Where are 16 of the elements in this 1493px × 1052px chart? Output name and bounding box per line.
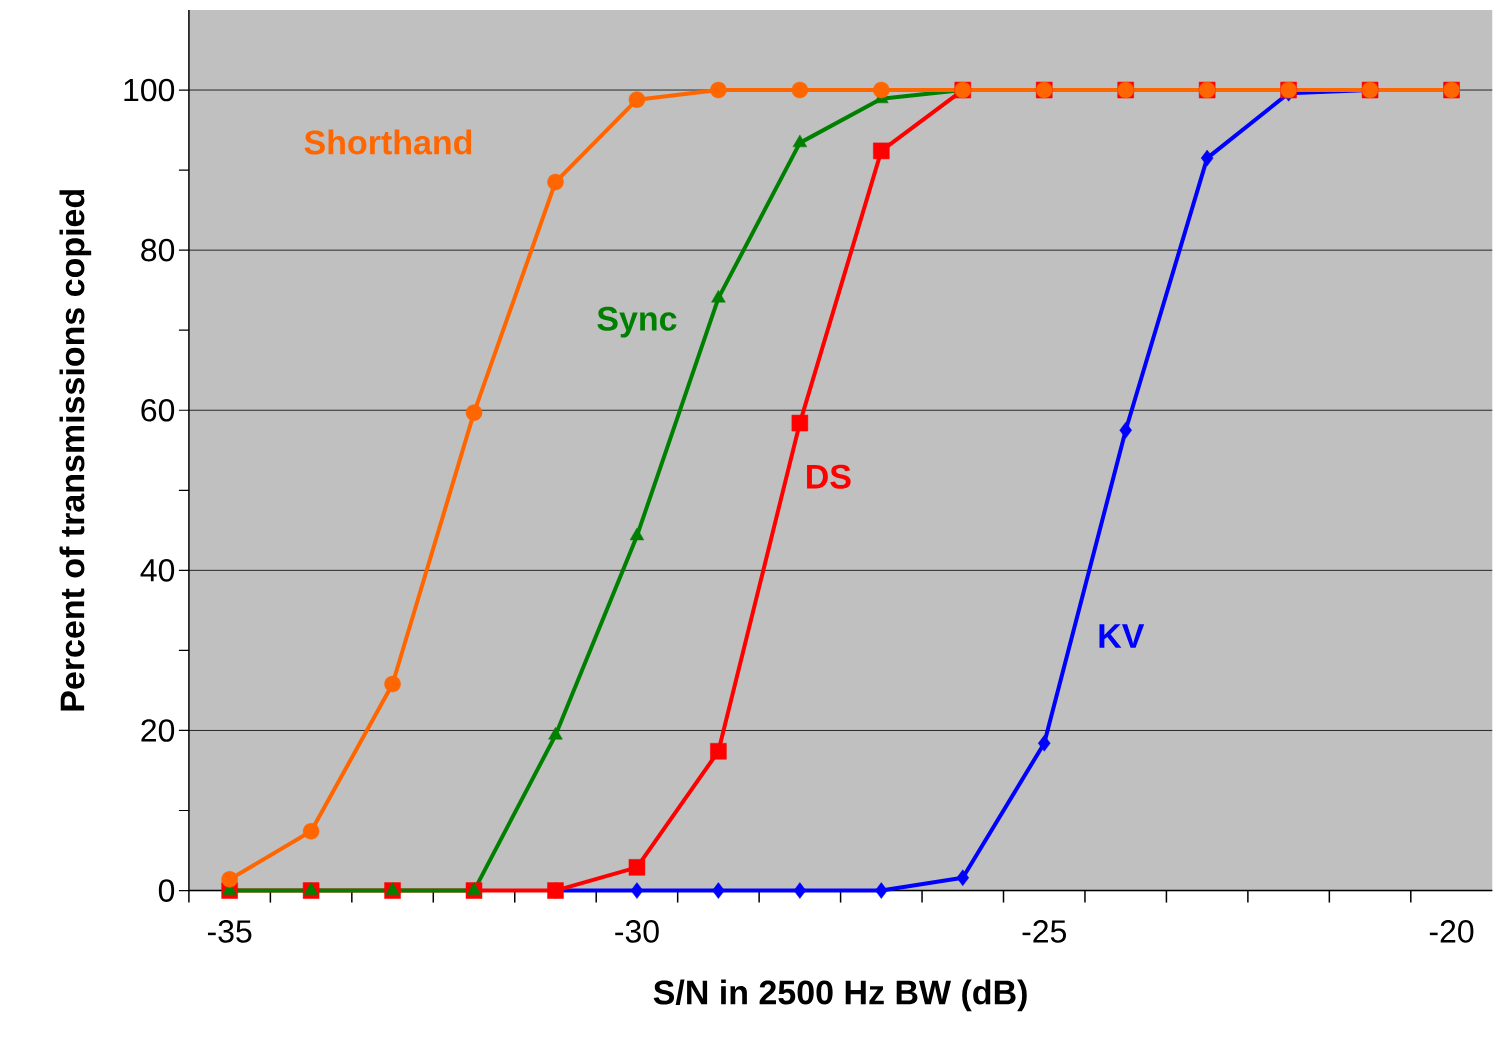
x-tick-label: -20 [1429,919,1474,943]
y-tick-label: 60 [141,398,175,422]
y-tick-label: 20 [141,718,175,742]
x-tick-label: -25 [1022,919,1066,943]
series-label: KV [1099,624,1145,648]
x-tick-label: -35 [207,919,252,943]
x-tick-label: -30 [615,919,659,943]
y-tick-label: 40 [140,558,175,582]
series-label: Sync [597,306,677,338]
y-tick-label: 0 [158,879,175,902]
text: Shorthand [304,129,472,155]
x-axis-title: S/N in 2500 Hz BW (dB) [653,979,1027,1012]
series-label: DS [807,464,851,489]
y-tick-label: 100 [124,78,175,102]
y-axis-title: Percent of transmissions copied [59,189,92,711]
y-tick-label: 80 [141,238,175,262]
